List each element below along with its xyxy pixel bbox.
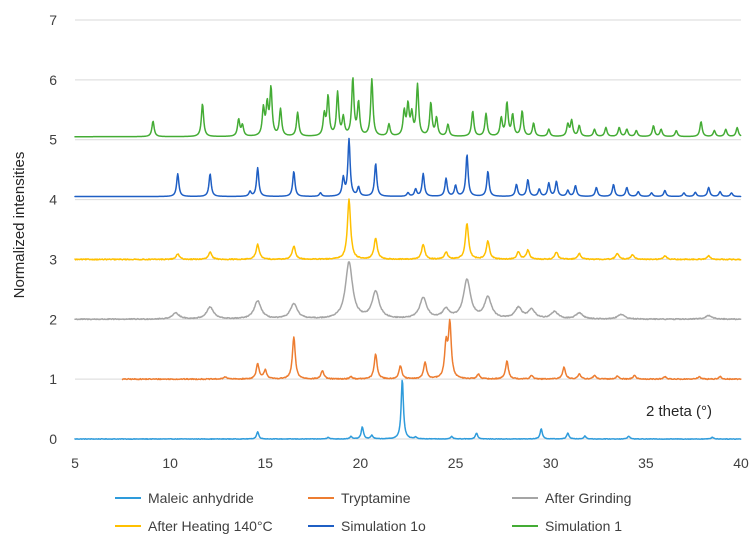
legend-item: After Grinding: [512, 490, 631, 506]
legend-item: Tryptamine: [308, 490, 411, 506]
x-tick-label: 30: [543, 455, 559, 471]
legend-label: Maleic anhydride: [148, 490, 254, 506]
legend-item: After Heating 140°C: [115, 518, 273, 534]
x-axis-annotation: 2 theta (°): [646, 403, 712, 420]
x-tick-label: 15: [257, 455, 273, 471]
x-tick-label: 5: [71, 455, 79, 471]
series-line-3: [74, 261, 742, 321]
y-tick-label: 5: [49, 132, 57, 148]
x-tick-label: 20: [353, 455, 369, 471]
legend-label: Simulation 1o: [341, 518, 426, 534]
legend-label: After Grinding: [545, 490, 631, 506]
x-tick-label: 40: [733, 455, 749, 471]
y-tick-label: 0: [49, 431, 57, 447]
legend-label: Tryptamine: [341, 490, 411, 506]
series-line-2: [121, 318, 742, 381]
series-layer: [74, 77, 742, 440]
legend: Maleic anhydride Tryptamine After Grinding…: [115, 490, 631, 534]
y-tick-label: 1: [49, 371, 57, 387]
y-tick-label: 6: [49, 72, 57, 88]
legend-item: Simulation 1o: [308, 518, 426, 534]
y-tick-label: 7: [49, 12, 57, 28]
y-tick-label: 4: [49, 192, 57, 208]
x-tick-label: 25: [448, 455, 464, 471]
legend-item: Maleic anhydride: [115, 490, 254, 506]
series-line-5: [74, 137, 742, 198]
x-tick-label: 10: [162, 455, 178, 471]
legend-label: Simulation 1: [545, 518, 622, 534]
legend-item: Simulation 1: [512, 518, 622, 534]
y-axis-title: Normalized intensities: [11, 152, 28, 299]
x-tick-label: 35: [638, 455, 654, 471]
axis-layer: 0 1 2 3 4 5 6 7 5 10 15 20 25 30 35 40: [49, 12, 749, 471]
grid-layer: [75, 19, 741, 440]
series-line-1: [74, 379, 742, 440]
legend-label: After Heating 140°C: [148, 518, 273, 534]
y-tick-label: 3: [49, 251, 57, 267]
series-line-4: [74, 198, 742, 261]
series-line-6: [74, 77, 742, 138]
y-tick-label: 2: [49, 311, 57, 327]
